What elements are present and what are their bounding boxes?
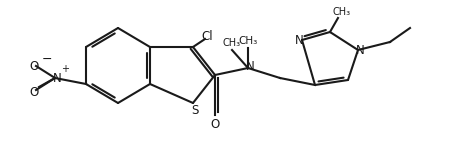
Text: Cl: Cl (201, 31, 213, 44)
Text: N: N (53, 72, 62, 84)
Text: CH₃: CH₃ (333, 7, 351, 17)
Text: +: + (61, 64, 69, 74)
Text: CH₃: CH₃ (238, 36, 257, 46)
Text: −: − (42, 52, 52, 66)
Text: S: S (191, 104, 199, 118)
Text: O: O (210, 118, 219, 131)
Text: O: O (29, 87, 38, 100)
Text: CH₃: CH₃ (223, 38, 241, 48)
Text: N: N (356, 44, 364, 56)
Text: O: O (29, 59, 38, 73)
Text: N: N (294, 34, 303, 46)
Text: N: N (246, 60, 254, 73)
